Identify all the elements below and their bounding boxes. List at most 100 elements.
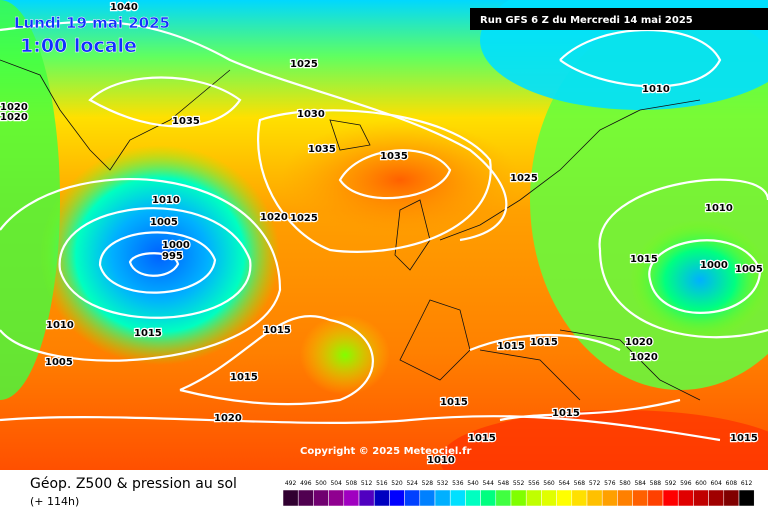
colorbar-label: 596: [680, 480, 692, 487]
colorbar-swatch: [693, 489, 709, 507]
valid-date: Lundi 19 mai 2025: [14, 14, 170, 32]
colorbar-swatch: [449, 489, 466, 507]
isobar-label: 1020: [214, 413, 242, 424]
isobar-label: 1035: [172, 116, 200, 127]
colorbar-swatch: [723, 489, 740, 507]
colorbar-swatch: [586, 489, 603, 507]
isobar-label: 1040: [110, 2, 138, 13]
isobar-label: 1020: [260, 212, 288, 223]
isobar-label: 1005: [735, 264, 763, 275]
colorbar-label: 496: [300, 480, 312, 487]
colorbar-label: 516: [376, 480, 388, 487]
isobar-label: 1020: [630, 352, 658, 363]
isobar-label: 1015: [630, 254, 658, 265]
isobar-label: 1020: [625, 337, 653, 348]
isobar-label: 1015: [730, 433, 758, 444]
colorbar-label: 604: [710, 480, 722, 487]
isobar-label: 995: [162, 251, 183, 262]
colorbar-label: 552: [513, 480, 525, 487]
isobar-label: 1020: [0, 112, 28, 123]
colorbar-label: 504: [330, 480, 342, 487]
colorbar-label: 524: [406, 480, 418, 487]
isobar-label: 1015: [468, 433, 496, 444]
colorbar-swatch: [404, 489, 421, 507]
lead-time: (+ 114h): [30, 495, 79, 508]
isobar-label: 1025: [510, 173, 538, 184]
colorbar-label: 612: [741, 480, 753, 487]
isobar-label: 1010: [642, 84, 670, 95]
colorbar-swatch: [525, 489, 542, 507]
valid-time: 1:00 locale: [20, 35, 137, 57]
colorbar-swatch: [632, 489, 649, 507]
colorbar-label: 532: [437, 480, 449, 487]
colorbar-label: 540: [467, 480, 479, 487]
colorbar-label: 492: [285, 480, 297, 487]
colorbar-swatch: [343, 489, 360, 507]
colorbar-label: 556: [528, 480, 540, 487]
colorbar-label: 572: [589, 480, 601, 487]
copyright: Copyright © 2025 Meteociel.fr: [300, 446, 471, 457]
isobar-label: 1035: [380, 151, 408, 162]
colorbar-swatch: [677, 489, 694, 507]
colorbar-swatch: [601, 489, 618, 507]
colorbar-swatch: [617, 489, 633, 507]
colorbar-swatch: [510, 489, 527, 507]
colorbar-label: 508: [346, 480, 358, 487]
colorbar-swatch: [282, 489, 299, 507]
colorbar-swatch: [328, 489, 345, 507]
isobar-label: 1000: [700, 260, 728, 271]
colorbar-swatch: [647, 489, 664, 507]
colorbar-swatch: [434, 489, 451, 507]
isobar-label: 1035: [308, 144, 336, 155]
isobar-label: 1005: [150, 217, 178, 228]
colorbar-swatch: [465, 489, 481, 507]
colorbar-label: 560: [543, 480, 555, 487]
colorbar-label: 564: [558, 480, 570, 487]
isobar-label: 1010: [705, 203, 733, 214]
isobar-label: 1010: [46, 320, 74, 331]
colorbar-swatch: [313, 489, 329, 507]
colorbar-swatch: [495, 489, 512, 507]
isobar-label: 1010: [427, 455, 455, 466]
isobar-label: 1020: [0, 102, 28, 113]
colorbar-label: 512: [361, 480, 373, 487]
colorbar-swatch: [571, 489, 588, 507]
colorbar-label: 588: [650, 480, 662, 487]
header: Lundi 19 mai 2025 1:00 locale Run GFS 6 …: [14, 8, 768, 457]
isobar-label: 1010: [152, 195, 180, 206]
colorbar-swatch: [358, 489, 375, 507]
isobar-label: 1005: [45, 357, 73, 368]
isobar-label: 1025: [290, 213, 318, 224]
colorbar-swatch: [373, 489, 390, 507]
colorbar-label: 608: [726, 480, 738, 487]
footer-title: Géop. Z500 & pression au sol: [30, 476, 237, 492]
colorbar: 492 496 500 504 508 512 516 520 524 528 532 536 540 5…: [282, 480, 755, 507]
colorbar-swatch: [541, 489, 557, 507]
colorbar-label: 584: [634, 480, 646, 487]
run-info: Run GFS 6 Z du Mercredi 14 mai 2025: [480, 15, 693, 26]
colorbar-swatch: [297, 489, 314, 507]
colorbar-label: 544: [482, 480, 494, 487]
colorbar-swatch: [389, 489, 405, 507]
isobar-label: 1000: [162, 240, 190, 251]
colorbar-label: 568: [574, 480, 586, 487]
isobar-label: 1015: [263, 325, 291, 336]
colorbar-label: 592: [665, 480, 677, 487]
colorbar-label: 520: [391, 480, 403, 487]
isobar-label: 1015: [440, 397, 468, 408]
colorbar-label: 576: [604, 480, 616, 487]
colorbar-swatch: [480, 489, 497, 507]
isobar-label: 1015: [530, 337, 558, 348]
isobar-labels: 1040 1025 1035 1030 1035 1035 1025 1010 1005 1000…: [0, 1, 764, 468]
colorbar-label: 528: [422, 480, 434, 487]
colorbar-swatch: [738, 489, 755, 507]
colorbar-swatch: [662, 489, 679, 507]
isobar-label: 1015: [552, 408, 580, 419]
colorbar-swatch: [556, 489, 573, 507]
colorbar-label: 600: [695, 480, 707, 487]
isobar-label: 1015: [134, 328, 162, 339]
isobar-label: 1015: [230, 372, 258, 383]
colorbar-label: 536: [452, 480, 464, 487]
